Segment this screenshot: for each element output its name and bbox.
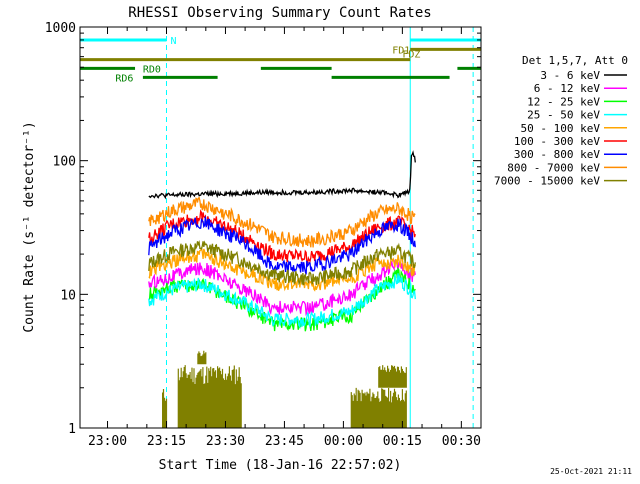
legend-label-4: 50 - 100 keV xyxy=(521,122,601,135)
x-tick-label-2: 23:30 xyxy=(206,434,245,449)
y-tick-label-3: 1000 xyxy=(45,21,76,36)
legend-label-3: 25 - 50 keV xyxy=(527,109,600,122)
flag-label-fd1: FD1 xyxy=(392,45,410,56)
plot-frame xyxy=(79,26,482,429)
attenuator-block-0 xyxy=(162,389,168,428)
x-tick-label-4: 00:00 xyxy=(324,434,363,449)
x-tick-label-6: 00:30 xyxy=(442,434,481,449)
attenuator-block-4 xyxy=(378,365,407,388)
series-line-0 xyxy=(148,150,416,200)
y-axis-label: Count Rate (s⁻¹ detector⁻¹) xyxy=(22,121,37,332)
chart-title: RHESSI Observing Summary Count Rates xyxy=(128,5,431,21)
axes: 23:00 23:15 23:30 23:45 00:00 00:15 00:30 1 10 10… xyxy=(45,21,482,449)
series-line-1 xyxy=(148,259,416,317)
series-line-5 xyxy=(148,209,416,264)
y-tick-label-1: 10 xyxy=(60,288,76,303)
legend-title: Det 1,5,7, Att 0 xyxy=(522,54,628,67)
x-tick-label-1: 23:15 xyxy=(147,434,186,449)
series-line-8 xyxy=(148,239,416,286)
legend-label-5: 100 - 300 keV xyxy=(514,135,600,148)
y-tick-label-2: 100 xyxy=(53,155,76,170)
flag-label-rd6: RD6 xyxy=(115,73,133,84)
legend-label-6: 300 - 800 keV xyxy=(514,148,600,161)
x-tick-label-0: 23:00 xyxy=(88,434,127,449)
legend-label-8: 7000 - 15000 keV xyxy=(494,175,600,188)
flag-label-rd0: RD0 xyxy=(143,64,161,75)
flag-label-n: N xyxy=(170,36,176,47)
legend-label-7: 800 - 7000 keV xyxy=(507,161,600,174)
footer-timestamp: 25-Oct-2021 21:11 xyxy=(550,467,632,476)
attenuator-block-3 xyxy=(350,387,407,428)
series-line-6 xyxy=(148,216,416,275)
attenuator-block-2 xyxy=(197,350,207,365)
legend-label-1: 6 - 12 keV xyxy=(534,82,601,95)
x-axis-label: Start Time (18-Jan-16 22:57:02) xyxy=(159,458,402,473)
vertical-markers xyxy=(79,27,474,428)
attenuator-bars xyxy=(162,350,407,428)
flag-label-fdz: FDZ xyxy=(402,50,420,61)
series-line-7 xyxy=(148,196,416,248)
y-tick-label-0: 1 xyxy=(68,422,76,437)
attenuator-block-1 xyxy=(177,365,242,428)
x-tick-label-5: 00:15 xyxy=(383,434,422,449)
x-tick-label-3: 23:45 xyxy=(265,434,304,449)
series-line-3 xyxy=(148,273,416,329)
series-line-4 xyxy=(148,247,416,292)
legend-label-2: 12 - 25 keV xyxy=(527,95,600,108)
series-lines xyxy=(148,150,416,332)
legend-label-0: 3 - 6 keV xyxy=(540,69,600,82)
